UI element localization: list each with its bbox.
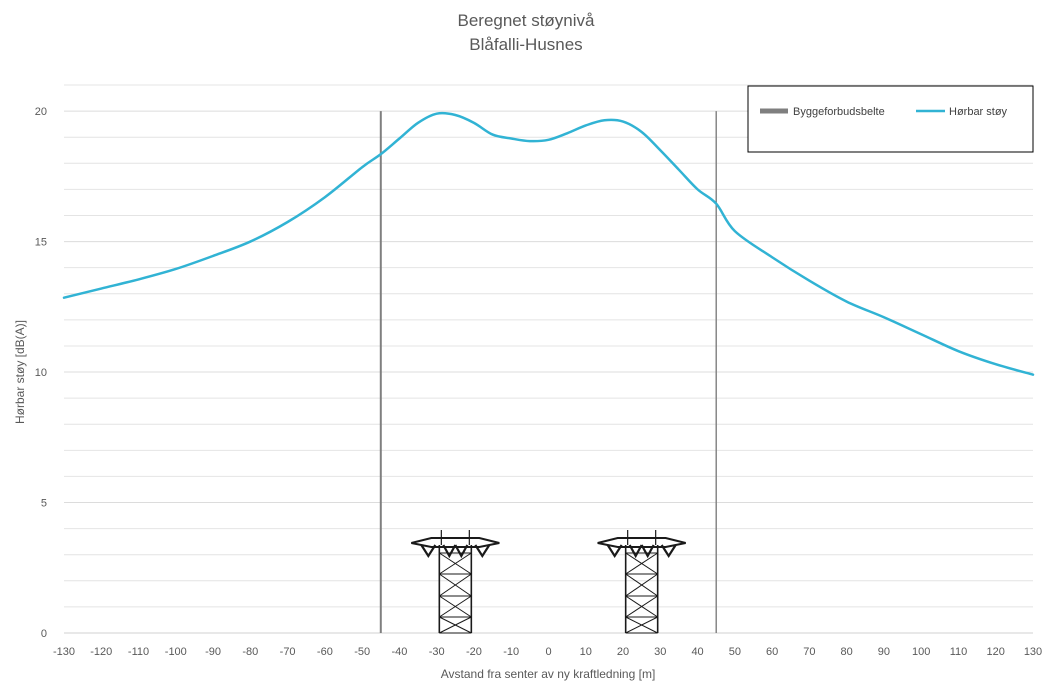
legend-label-byggeforbudsbelte: Byggeforbudsbelte xyxy=(793,106,885,118)
x-tick-label: 90 xyxy=(878,646,890,658)
x-tick-label: 40 xyxy=(691,646,703,658)
tower-brace xyxy=(439,595,472,618)
x-tick-label: -70 xyxy=(280,646,296,658)
x-tick-label: -130 xyxy=(53,646,75,658)
tower-crossarm xyxy=(411,537,500,548)
x-tick-label: 110 xyxy=(950,646,968,658)
series-layer xyxy=(62,111,1035,376)
x-tick-label: 20 xyxy=(617,646,629,658)
boundary-layer xyxy=(379,111,717,633)
tower-brace xyxy=(439,616,472,634)
tower-brace xyxy=(625,595,658,618)
tower-brace xyxy=(439,552,472,575)
tower-brace xyxy=(625,616,658,634)
x-tick-label: -10 xyxy=(503,646,519,658)
x-tick-label: -20 xyxy=(466,646,482,658)
x-tick-label: 130 xyxy=(1024,646,1042,658)
tower-insulators xyxy=(606,544,677,559)
legend-box xyxy=(747,85,1034,153)
x-tick-label: -90 xyxy=(205,646,221,658)
x-tick-label: -40 xyxy=(391,646,407,658)
x-tick-label: -30 xyxy=(429,646,445,658)
y-tick-label: 15 xyxy=(35,237,47,249)
y-tick-label: 5 xyxy=(41,498,47,510)
x-tick-label: 50 xyxy=(729,646,741,658)
tower-brace xyxy=(439,573,472,597)
y-tick-label: 0 xyxy=(41,628,47,640)
x-tick-label: -60 xyxy=(317,646,333,658)
tower-brace xyxy=(625,573,658,597)
x-tick-label: 0 xyxy=(545,646,551,658)
tower-icon xyxy=(411,530,500,634)
x-tick-label: -80 xyxy=(242,646,258,658)
x-tick-label: 80 xyxy=(841,646,853,658)
tower-layer xyxy=(411,530,686,634)
y-axis-title: Hørbar støy [dB(A)] xyxy=(13,320,27,424)
legend: Byggeforbudsbelte Hørbar støy xyxy=(747,85,1034,153)
x-axis-title: Avstand fra senter av ny kraftledning [m… xyxy=(441,667,656,681)
x-tick-label: -50 xyxy=(354,646,370,658)
x-tick-label: 10 xyxy=(580,646,592,658)
x-tick-label: 100 xyxy=(912,646,930,658)
legend-label-horbar-stoy: Hørbar støy xyxy=(949,106,1008,118)
x-tick-label: 60 xyxy=(766,646,778,658)
x-tick-label: 120 xyxy=(987,646,1005,658)
chart-title: Beregnet støynivå xyxy=(457,11,595,30)
chart-subtitle: Blåfalli-Husnes xyxy=(469,35,582,54)
x-tick-label: -100 xyxy=(165,646,187,658)
tower-insulators xyxy=(420,544,491,559)
x-tick-label: -120 xyxy=(90,646,112,658)
x-tick-label: 30 xyxy=(654,646,666,658)
x-tick-label: -110 xyxy=(128,646,149,658)
y-tick-label: 20 xyxy=(35,106,47,118)
series-line-horbar-stoy xyxy=(62,111,1035,376)
tower-brace xyxy=(625,552,658,575)
tower-crossarm xyxy=(597,537,686,548)
y-tick-label: 10 xyxy=(35,367,47,379)
tower-icon xyxy=(597,530,686,634)
x-tick-label: 70 xyxy=(803,646,815,658)
grid-layer xyxy=(64,84,1033,634)
